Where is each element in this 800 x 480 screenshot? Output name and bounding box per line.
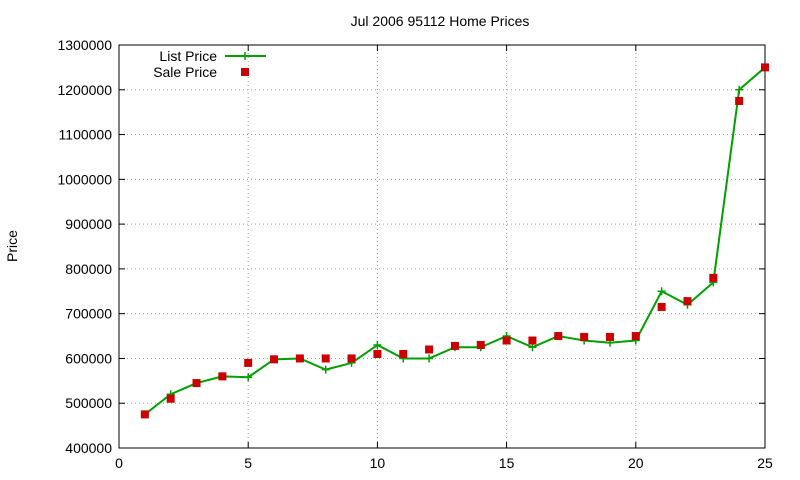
- plot-frame: [118, 44, 766, 449]
- ticks: 0 5 10 15 20 25 400000 500000 600000 700000 800000…: [57, 37, 773, 471]
- sale-price-point: [605, 332, 614, 341]
- x-tick-label: 15: [499, 455, 515, 471]
- sale-price-point: [321, 354, 330, 363]
- list-price-point: [373, 341, 382, 350]
- sale-price-point: [166, 394, 175, 403]
- y-tick-label: 500000: [65, 395, 112, 411]
- list-price-point: [425, 354, 434, 363]
- sale-price-point: [192, 379, 201, 388]
- sale-price-point: [761, 63, 769, 72]
- sale-price-point: [244, 358, 253, 367]
- sale-price-point: [373, 349, 382, 358]
- sale-price-point: [476, 341, 485, 350]
- sale-price-point: [347, 354, 356, 363]
- sale-price-point: [502, 336, 511, 345]
- list-price-line: [144, 66, 766, 416]
- x-tick-label: 20: [628, 455, 644, 471]
- sale-price-point: [528, 336, 537, 345]
- sale-price-point: [399, 349, 408, 358]
- legend-label-sale-price: Sale Price: [153, 64, 217, 80]
- sale-price-point: [554, 332, 563, 341]
- y-tick-label: 1300000: [57, 37, 112, 53]
- sale-price-point: [683, 297, 692, 306]
- legend-marker-sale-price: [241, 68, 249, 76]
- list-price-point: [321, 365, 330, 374]
- legend-label-list-price: List Price: [159, 48, 217, 64]
- sale-price-point: [709, 273, 718, 282]
- sale-price-point: [450, 341, 459, 350]
- x-tick-label: 25: [757, 455, 773, 471]
- y-tick-label: 700000: [65, 306, 112, 322]
- y-tick-label: 900000: [65, 216, 112, 232]
- list-price-point: [657, 287, 666, 296]
- sale-price-point: [140, 410, 149, 419]
- sale-price-point: [631, 332, 640, 341]
- list-price-point: [528, 343, 537, 352]
- x-tick-label: 0: [115, 455, 123, 471]
- y-tick-label: 1100000: [59, 127, 113, 143]
- x-tick-label: 5: [244, 455, 252, 471]
- series: [140, 63, 769, 419]
- list-price-point: [735, 85, 744, 94]
- y-tick-label: 1000000: [57, 171, 112, 187]
- x-tick-label: 10: [370, 455, 386, 471]
- grid: [119, 45, 765, 448]
- sale-price-point: [295, 354, 304, 363]
- y-tick-label: 1200000: [57, 82, 112, 98]
- chart-title: Jul 2006 95112 Home Prices: [351, 13, 530, 29]
- sale-price-point: [657, 302, 666, 311]
- sale-price-point: [580, 332, 589, 341]
- y-axis-label: Price: [4, 230, 20, 262]
- sale-price-point: [425, 345, 434, 354]
- sale-price-point: [218, 372, 227, 381]
- legend-marker-list-price: [241, 52, 249, 60]
- sale-price-point: [270, 355, 279, 364]
- y-tick-label: 400000: [65, 440, 112, 456]
- y-tick-label: 600000: [65, 350, 112, 366]
- y-tick-label: 800000: [65, 261, 112, 277]
- list-price-point: [244, 373, 253, 382]
- sale-price-point: [735, 96, 744, 105]
